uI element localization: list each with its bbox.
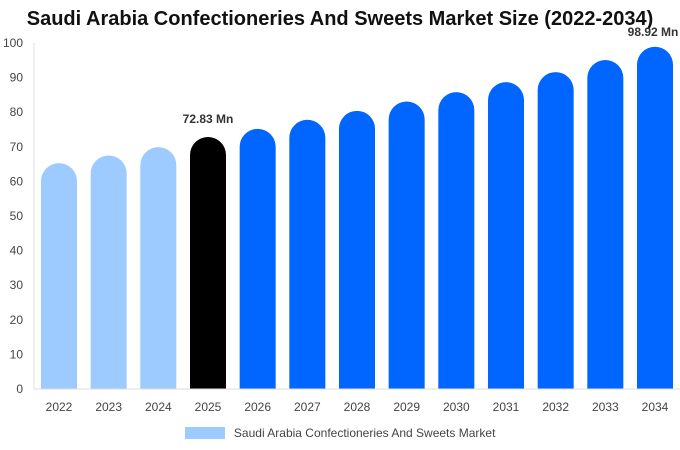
chart-title: Saudi Arabia Confectioneries And Sweets … — [26, 8, 654, 30]
bar-2032 — [537, 72, 574, 390]
y-tick-label: 30 — [10, 278, 24, 292]
bar-2024 — [140, 147, 177, 389]
y-tick-label: 50 — [10, 209, 24, 223]
x-tick-label: 2023 — [95, 400, 122, 414]
bar-2027 — [289, 119, 326, 389]
y-tick-label: 20 — [10, 313, 24, 327]
bar-2026 — [239, 128, 276, 390]
y-tick-label: 70 — [10, 140, 24, 154]
y-tick-label: 60 — [10, 174, 24, 188]
x-tick-label: 2031 — [493, 400, 520, 414]
data-label-2034: 98.92 Mn — [628, 25, 679, 39]
y-tick-label: 80 — [10, 105, 24, 119]
bar-2028 — [339, 110, 375, 390]
bar-2023 — [90, 155, 127, 389]
x-tick-label: 2030 — [443, 400, 470, 414]
bar-2025 — [190, 137, 226, 389]
y-tick-label: 100 — [3, 36, 23, 50]
x-tick-label: 2025 — [195, 400, 222, 414]
legend-swatch — [184, 426, 225, 439]
data-labels: 72.83 Mn 98.92 Mn — [183, 25, 679, 126]
legend-label: Saudi Arabia Confectioneries And Sweets … — [233, 425, 496, 440]
x-tick-label: 2026 — [244, 400, 271, 414]
data-label-2025: 72.83 Mn — [183, 112, 234, 126]
y-axis: 0 10 20 30 40 50 60 70 80 90 100 — [3, 36, 35, 396]
bar-2031 — [488, 82, 524, 390]
y-tick-label: 10 — [10, 347, 24, 361]
legend: Saudi Arabia Confectioneries And Sweets … — [0, 425, 680, 440]
x-tick-label: 2032 — [542, 400, 569, 414]
x-tick-label: 2033 — [592, 400, 619, 414]
bar-2033 — [587, 59, 624, 389]
x-tick-label: 2029 — [393, 400, 420, 414]
bar-2030 — [438, 92, 475, 389]
bar-2022 — [41, 163, 77, 389]
x-axis: 2022 2023 2024 2025 2026 2027 2028 2029 2030 2031… — [34, 388, 680, 414]
y-tick-label: 40 — [10, 244, 24, 258]
x-tick-label: 2027 — [294, 400, 321, 414]
y-tick-label: 90 — [10, 71, 24, 85]
bars — [41, 46, 673, 390]
x-tick-label: 2028 — [344, 400, 371, 414]
x-tick-label: 2022 — [46, 400, 73, 414]
y-tick-label: 0 — [16, 382, 23, 396]
bar-2034 — [637, 46, 673, 389]
bar-2029 — [388, 101, 425, 389]
x-tick-label: 2034 — [642, 400, 669, 414]
x-tick-label: 2024 — [145, 400, 172, 414]
